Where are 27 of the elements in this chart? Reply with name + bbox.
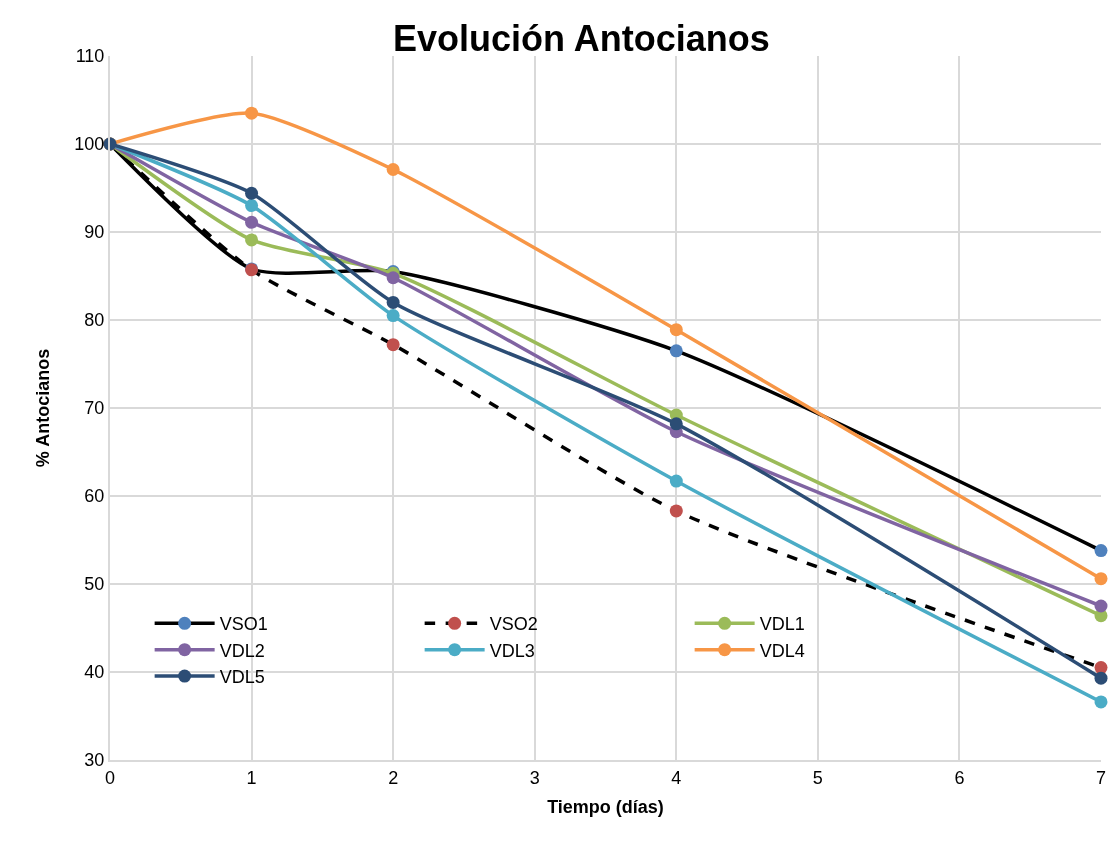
legend-label: VDL1 (759, 614, 805, 635)
legend-label: VDL3 (489, 640, 535, 661)
x-tick-label: 4 (671, 767, 682, 788)
x-tick-label: 1 (246, 767, 257, 788)
x-tick-label: 6 (954, 767, 965, 788)
x-tick-label: 5 (812, 767, 823, 788)
x-tick-label: 2 (388, 767, 399, 788)
y-tick-label: 60 (84, 486, 105, 507)
y-axis-title: % Antocianos (33, 348, 54, 468)
y-tick-label: 30 (84, 750, 105, 771)
y-tick-label: 110 (75, 46, 105, 67)
y-tick-label: 40 (84, 662, 105, 683)
y-tick-label: 50 (84, 574, 105, 595)
legend-label: VDL4 (759, 640, 805, 661)
legend-label: VDL2 (219, 640, 265, 661)
y-tick-label: 70 (84, 398, 105, 419)
x-tick-label: 0 (104, 767, 116, 788)
legend-label: VSO2 (489, 614, 538, 635)
x-tick-label: 7 (1095, 767, 1107, 788)
chart-title: Evolución Antocianos (393, 17, 770, 59)
legend-label: VDL5 (219, 667, 265, 688)
y-tick-label: 100 (74, 134, 105, 155)
y-tick-label: 80 (84, 310, 105, 331)
x-axis-title: Tiempo (días) (547, 797, 664, 818)
legend-label: VSO1 (219, 614, 268, 635)
x-tick-label: 3 (529, 767, 540, 788)
y-tick-label: 90 (84, 222, 105, 243)
